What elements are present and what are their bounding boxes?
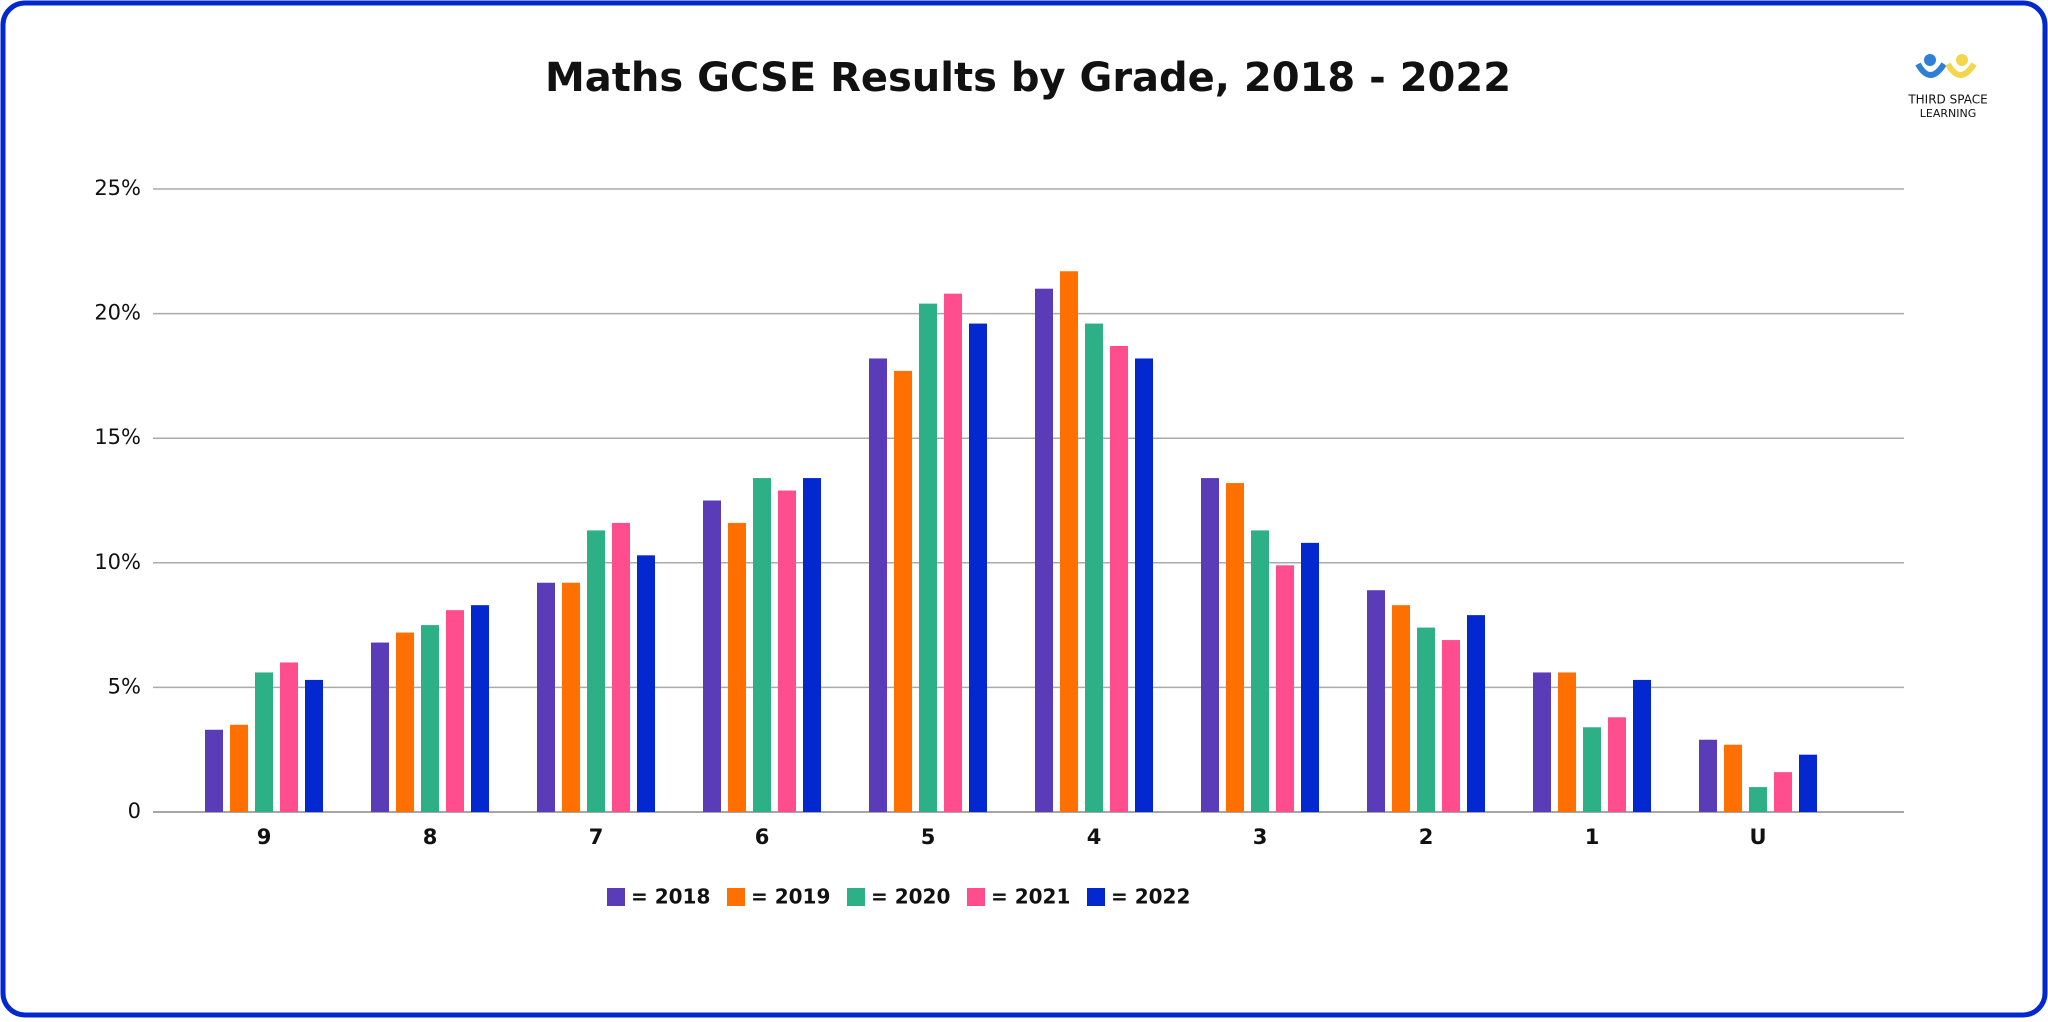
bar: [1226, 483, 1244, 812]
bar: [753, 478, 771, 812]
bar: [471, 605, 489, 812]
bar: [230, 724, 248, 812]
y-tick-label: 20%: [94, 301, 141, 325]
legend-swatch: [967, 888, 985, 906]
bar: [1201, 478, 1219, 812]
bar: [205, 729, 223, 812]
x-tick-label: U: [1749, 825, 1766, 849]
bar: [1035, 288, 1053, 812]
bar: [1749, 787, 1767, 812]
x-tick-label: 2: [1419, 825, 1434, 849]
y-tick-label: 5%: [108, 674, 141, 698]
bar: [969, 323, 987, 812]
bar: [1633, 679, 1651, 812]
bar: [919, 303, 937, 812]
bar: [562, 582, 580, 812]
x-tick-label: 8: [423, 825, 438, 849]
x-tick-label: 1: [1585, 825, 1600, 849]
y-tick-label: 0: [128, 799, 141, 823]
bar: [1533, 672, 1551, 812]
bar: [1301, 542, 1319, 812]
legend-label: = 2020: [871, 885, 950, 909]
bar: [1799, 754, 1817, 812]
bar: [1060, 271, 1078, 813]
bar: [421, 625, 439, 812]
bar: [1251, 530, 1269, 812]
bar: [371, 642, 389, 812]
bar: [869, 358, 887, 812]
legend-swatch: [1087, 888, 1105, 906]
legend-label: = 2022: [1111, 885, 1190, 909]
x-tick-label: 5: [921, 825, 936, 849]
bar: [280, 662, 298, 812]
y-tick-label: 25%: [94, 176, 141, 200]
logo: THIRD SPACE LEARNING: [1907, 54, 1988, 120]
logo-text: THIRD SPACE: [1907, 93, 1987, 107]
bar: [587, 530, 605, 812]
bar: [1699, 739, 1717, 812]
y-tick-label: 10%: [94, 550, 141, 574]
bar: [803, 478, 821, 812]
bar: [1417, 627, 1435, 812]
x-tick-label: 7: [589, 825, 604, 849]
legend-swatch: [607, 888, 625, 906]
bar: [637, 555, 655, 812]
logo-dot: [1924, 54, 1936, 66]
bar: [537, 582, 555, 812]
bar: [1085, 323, 1103, 812]
bar: [1724, 744, 1742, 812]
bar: [612, 522, 630, 812]
bar: [1608, 717, 1626, 812]
bar: [446, 610, 464, 812]
x-tick-label: 4: [1087, 825, 1102, 849]
legend-label: = 2021: [991, 885, 1070, 909]
chart-title: Maths GCSE Results by Grade, 2018 - 2022: [545, 55, 1511, 101]
bar: [396, 632, 414, 812]
bar: [1367, 590, 1385, 812]
bar: [728, 522, 746, 812]
bar: [778, 490, 796, 812]
legend-swatch: [847, 888, 865, 906]
bar: [1774, 772, 1792, 812]
x-tick-label: 6: [755, 825, 770, 849]
bar: [1467, 615, 1485, 812]
bar: [1583, 727, 1601, 812]
legend-swatch: [727, 888, 745, 906]
bar: [1558, 672, 1576, 812]
logo-smile: [1915, 62, 1947, 78]
logo-dot: [1956, 54, 1968, 66]
bar: [1442, 640, 1460, 812]
logo-text: LEARNING: [1920, 107, 1976, 120]
bar: [703, 500, 721, 812]
bar: [1276, 565, 1294, 812]
bar: [255, 672, 273, 812]
bar: [305, 679, 323, 812]
bar: [894, 370, 912, 812]
logo-smile: [1945, 62, 1977, 78]
bar: [1110, 345, 1128, 812]
bar: [1392, 605, 1410, 812]
legend-label: = 2018: [631, 885, 710, 909]
y-tick-label: 15%: [94, 425, 141, 449]
x-tick-label: 9: [257, 825, 272, 849]
bar: [1135, 358, 1153, 812]
x-tick-label: 3: [1253, 825, 1268, 849]
bar: [944, 293, 962, 812]
legend-label: = 2019: [751, 885, 830, 909]
